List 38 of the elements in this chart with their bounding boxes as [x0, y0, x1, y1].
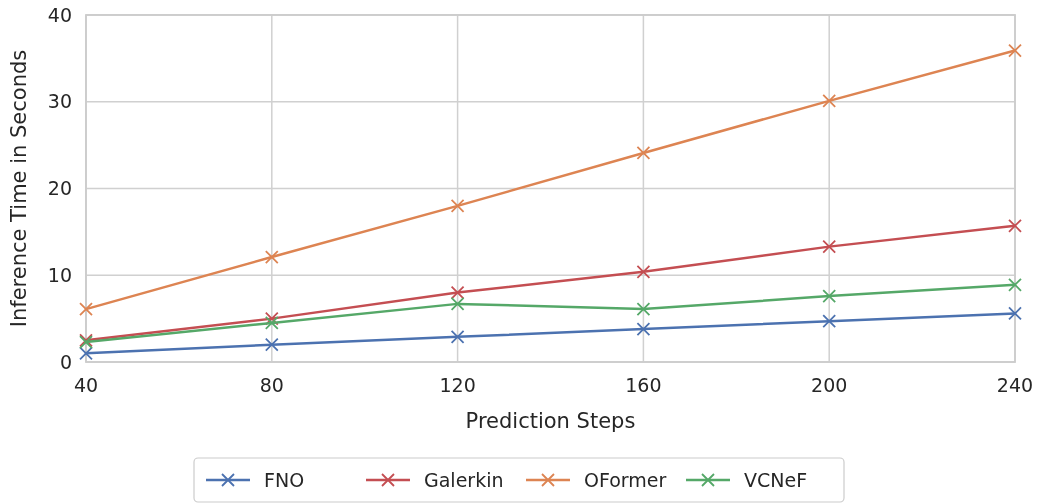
point — [636, 146, 651, 160]
x-tick-label: 240 — [996, 374, 1034, 396]
point — [450, 296, 465, 311]
point — [636, 322, 651, 336]
point — [1008, 218, 1022, 233]
x-tick-label: 160 — [625, 374, 662, 396]
legend-label: FNO — [264, 468, 305, 491]
y-axis-title: Inference Time in Seconds — [7, 49, 31, 328]
point — [79, 302, 93, 316]
x-axis-title: Prediction Steps — [465, 409, 636, 433]
point — [264, 250, 279, 264]
point — [636, 264, 651, 279]
point — [636, 302, 651, 316]
legend-label: VCNeF — [744, 468, 808, 491]
y-tick-label: 20 — [47, 177, 72, 200]
point — [1008, 277, 1022, 292]
y-tick-label: 10 — [47, 263, 72, 286]
point — [822, 93, 837, 108]
point — [450, 285, 465, 300]
x-tick-label: 40 — [73, 374, 99, 396]
point — [822, 239, 837, 254]
point — [450, 329, 465, 344]
point — [822, 314, 837, 329]
x-tick-label: 80 — [259, 374, 284, 396]
point — [1008, 306, 1022, 321]
point — [1008, 43, 1022, 58]
point — [79, 346, 93, 361]
x-tick-label: 200 — [811, 374, 848, 396]
y-tick-label: 40 — [47, 3, 72, 26]
point — [450, 198, 465, 213]
y-tick-label: 0 — [59, 350, 72, 373]
legend-label: OFormer — [584, 468, 667, 491]
x-tick-label: 120 — [439, 374, 476, 396]
y-tick-label: 30 — [47, 90, 72, 113]
point — [822, 289, 837, 303]
legend-label: Galerkin — [424, 468, 504, 491]
point — [264, 316, 279, 330]
point — [264, 337, 279, 352]
